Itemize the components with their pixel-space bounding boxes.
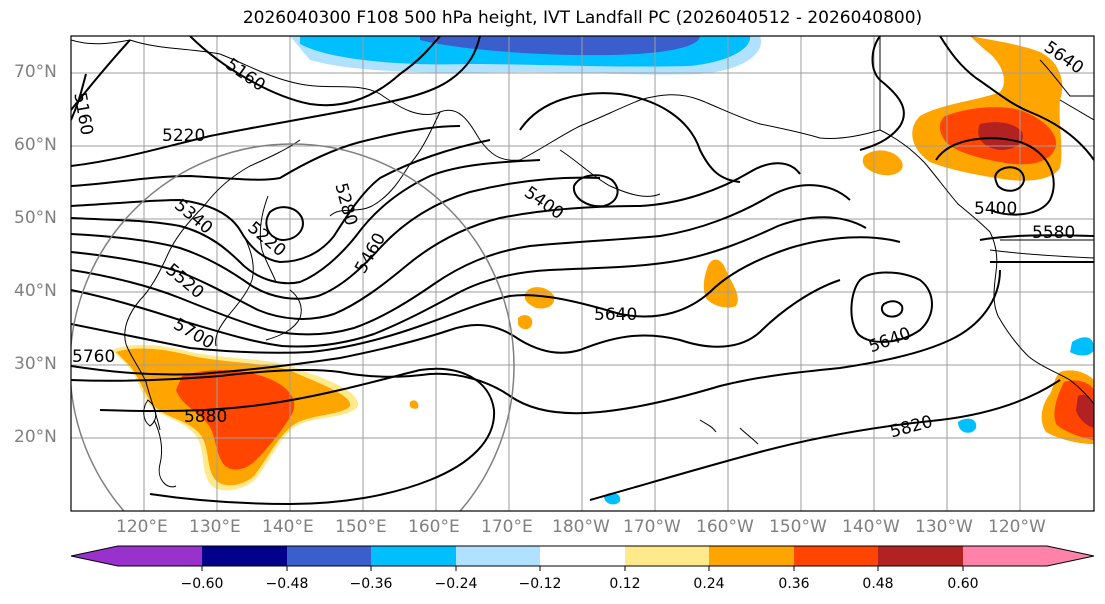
colorbar-tick-label: −0.48: [265, 576, 309, 592]
colorbar-segment: [71, 546, 118, 566]
longitude-label: 170°E: [481, 517, 533, 537]
colorbar-tick-label: 0.36: [778, 576, 810, 592]
latitude-label: 60°N: [14, 135, 57, 155]
longitude-label: 150°W: [769, 517, 827, 537]
longitude-label: 160°E: [408, 517, 460, 537]
contour-label: 5400: [974, 199, 1017, 219]
longitude-label: 150°E: [335, 517, 387, 537]
longitude-label: 140°W: [842, 517, 900, 537]
colorbar-segment: [963, 546, 1047, 566]
longitude-label: 180°W: [552, 517, 610, 537]
latitude-label: 30°N: [14, 354, 57, 374]
colorbar-tick-label: 0.48: [862, 576, 894, 592]
longitude-label: 130°W: [915, 517, 973, 537]
coastlines: [71, 36, 1094, 488]
colorbar-segment: [709, 546, 794, 566]
colorbar-segment: [371, 546, 456, 566]
colorbar-outline: [70, 545, 1095, 567]
graticule: [71, 36, 1094, 511]
longitude-label: 160°W: [696, 517, 754, 537]
contour-label: 5880: [184, 407, 227, 427]
colorbar-tick-label: 0.24: [693, 576, 725, 592]
latitude-label: 40°N: [14, 281, 57, 301]
colorbar-segment: [456, 546, 540, 566]
longitude-label: 120°W: [988, 517, 1046, 537]
ivt-negative-shading: [290, 36, 1094, 505]
landfall-radius-circle: [71, 143, 515, 511]
longitude-label: 120°E: [116, 517, 168, 537]
longitude-label: 170°W: [623, 517, 681, 537]
colorbar-segment: [287, 546, 371, 566]
colorbar-tick-label: 0.60: [947, 576, 979, 592]
colorbar-tick-label: −0.36: [349, 576, 393, 592]
map-title: 2026040300 F108 500 hPa height, IVT Land…: [242, 8, 923, 28]
colorbar-tick-label: 0.12: [609, 576, 641, 592]
contour-label: 5640: [594, 305, 637, 325]
contour-label: 5580: [1032, 223, 1075, 243]
latitude-label: 70°N: [14, 62, 57, 82]
colorbar-segment: [1047, 546, 1094, 566]
colorbar-tick-label: −0.24: [434, 576, 478, 592]
latitude-label: 20°N: [14, 427, 57, 447]
colorbar: [70, 545, 1095, 571]
colorbar-segment: [794, 546, 878, 566]
colorbar-segment: [625, 546, 709, 566]
longitude-label: 130°E: [189, 517, 241, 537]
map-frame: [70, 35, 1095, 512]
colorbar-segment: [202, 546, 287, 566]
latitude-label: 50°N: [14, 208, 57, 228]
height-contours: [71, 36, 1094, 506]
colorbar-segment: [118, 546, 202, 566]
colorbar-segment: [878, 546, 963, 566]
colorbar-tick-label: −0.60: [180, 576, 224, 592]
contour-label: 5220: [162, 126, 205, 146]
colorbar-tick-label: −0.12: [518, 576, 562, 592]
contour-label: 5760: [72, 347, 115, 367]
longitude-label: 140°E: [262, 517, 314, 537]
colorbar-segment: [540, 546, 625, 566]
